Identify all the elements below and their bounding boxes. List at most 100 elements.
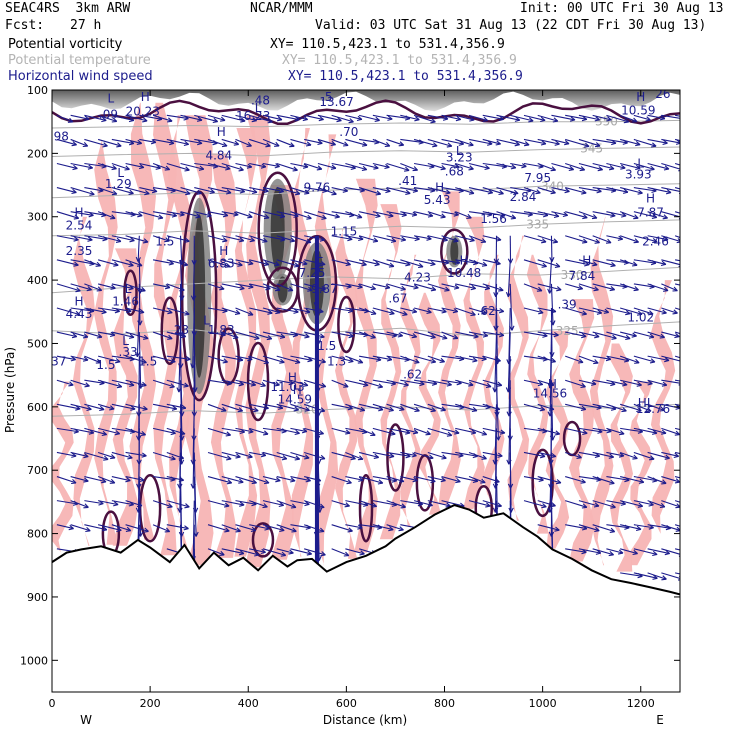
wind-vector (166, 259, 188, 266)
wind-vector (468, 235, 487, 243)
wind-arrowhead (114, 430, 121, 436)
wind-arrowhead (169, 139, 175, 146)
wind-arrowhead (536, 286, 543, 292)
wind-vector (386, 307, 408, 316)
wind-vector (345, 379, 369, 386)
wind-arrowhead (345, 429, 351, 435)
wind-vector (262, 427, 287, 433)
wind-arrowhead (632, 549, 638, 556)
wind-arrowhead (99, 405, 105, 412)
wind-vector (290, 235, 312, 244)
wind-vector (633, 162, 655, 170)
wind-vector (97, 476, 115, 484)
wind-arrowhead (453, 237, 459, 243)
wind-arrowhead (692, 286, 697, 290)
wind-vector (125, 379, 147, 386)
wind-vector (235, 451, 253, 458)
field-coords-wind: XY= 110.5,423.1 to 531.4,356.9 (288, 69, 523, 84)
wind-vector (276, 307, 299, 313)
wind-vector (647, 548, 670, 555)
x-tick-label: 200 (140, 697, 161, 710)
x-tick-label: 600 (336, 697, 357, 710)
wind-vector (221, 259, 243, 266)
wind-vector (455, 451, 478, 457)
wind-vector (345, 283, 363, 288)
wind-vector (578, 355, 599, 364)
wind-arrowhead (318, 527, 325, 533)
wind-vector (358, 379, 383, 388)
wind-arrowhead (594, 142, 601, 148)
wind-vector (304, 355, 326, 363)
wind-vector (221, 451, 241, 458)
wind-vector (276, 211, 299, 217)
pv-extremum-label: 1.5 (138, 355, 157, 369)
wind-vector (633, 500, 654, 506)
wind-vector (276, 476, 296, 482)
wind-vector (372, 451, 395, 458)
wind-vector (468, 427, 487, 436)
wind-arrowhead (234, 309, 241, 315)
wind-vector (331, 331, 354, 337)
wind-vector (97, 211, 116, 219)
wind-arrowhead (357, 358, 364, 364)
pv-extremum-label: 7.87 (637, 206, 664, 220)
wind-arrowhead (334, 213, 340, 219)
wind-vector (427, 138, 452, 147)
wind-vector (56, 427, 79, 433)
wind-vector (179, 259, 183, 301)
wind-arrowhead (318, 116, 324, 122)
wind-vector (207, 283, 225, 290)
wind-vector (386, 114, 410, 120)
wind-vector (633, 548, 658, 556)
wind-vector (304, 451, 326, 460)
wind-vector (455, 114, 475, 121)
wind-vector (661, 403, 680, 409)
pv-plume (507, 235, 530, 521)
wind-arrowhead (482, 332, 489, 338)
wind-arrowhead (139, 476, 145, 483)
wind-vector (427, 403, 446, 411)
wind-vector (647, 162, 670, 170)
wind-vector (455, 235, 475, 242)
wind-vector (70, 427, 94, 434)
wind-vector (304, 138, 323, 144)
wind-vector (249, 235, 268, 243)
wind-vector (372, 331, 397, 337)
wind-arrowhead (103, 455, 109, 461)
wind-vector (70, 283, 92, 291)
wind-vector (111, 307, 132, 312)
pv-extremum-label: H (141, 90, 150, 104)
wind-vector (620, 162, 641, 170)
wind-vector (619, 283, 639, 291)
wind-arrowhead (240, 117, 246, 123)
wind-vector (290, 307, 311, 313)
wind-vector (565, 500, 588, 508)
wind-vector (194, 187, 215, 193)
wind-vector (56, 500, 78, 505)
wind-arrowhead (385, 187, 391, 194)
wind-vector (606, 138, 628, 144)
wind-arrowhead (275, 308, 281, 315)
wind-vector (372, 211, 394, 217)
wind-arrowhead (550, 189, 556, 195)
pv-extremum-label: 2.54 (66, 218, 93, 232)
wind-vector (633, 307, 654, 315)
pv-contour (440, 228, 469, 275)
wind-arrowhead (606, 116, 612, 122)
wind-vector (70, 259, 95, 265)
wind-vector (565, 476, 586, 483)
wind-arrowhead (552, 117, 559, 123)
wind-vector (290, 259, 308, 265)
wind-vector (345, 476, 364, 481)
wind-vector (661, 524, 680, 531)
wind-vector (56, 379, 74, 386)
wind-arrowhead (239, 501, 245, 507)
wind-arrowhead (664, 454, 670, 460)
wind-vector (345, 355, 364, 364)
wind-vector (400, 451, 417, 457)
wind-vector (427, 162, 446, 170)
wind-arrowhead (137, 212, 143, 218)
wind-arrowhead (374, 116, 380, 122)
pv-extremum-label: 1.3 (327, 355, 346, 369)
wind-vector (70, 451, 89, 458)
